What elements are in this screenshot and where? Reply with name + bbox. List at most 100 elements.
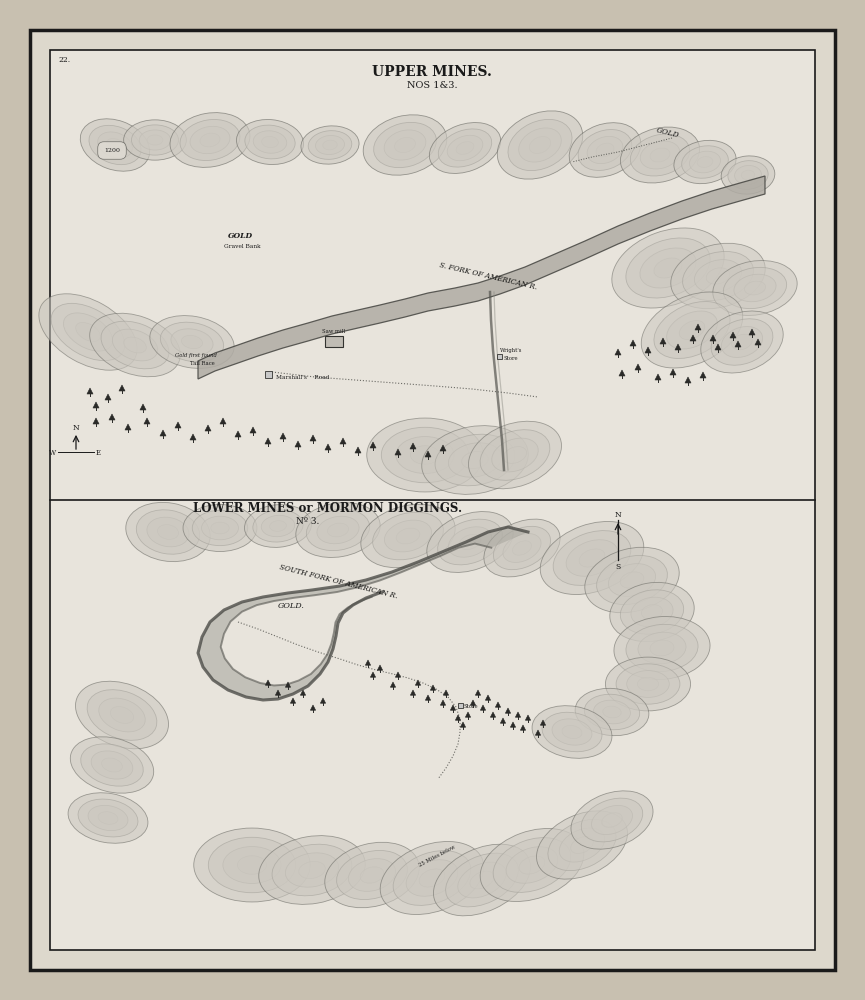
Text: GOLD.: GOLD. bbox=[278, 602, 304, 610]
Ellipse shape bbox=[614, 616, 710, 680]
Polygon shape bbox=[485, 695, 490, 700]
Polygon shape bbox=[105, 394, 111, 400]
Text: GOLD: GOLD bbox=[228, 232, 253, 240]
Ellipse shape bbox=[394, 137, 415, 153]
Ellipse shape bbox=[585, 547, 679, 613]
Polygon shape bbox=[440, 445, 446, 451]
Ellipse shape bbox=[493, 526, 551, 570]
Ellipse shape bbox=[650, 148, 670, 162]
Ellipse shape bbox=[349, 859, 395, 891]
Ellipse shape bbox=[620, 127, 700, 183]
Text: Store: Store bbox=[463, 704, 477, 709]
Text: Gravel Bank: Gravel Bank bbox=[224, 244, 260, 249]
Ellipse shape bbox=[137, 510, 200, 554]
Ellipse shape bbox=[654, 258, 682, 278]
Polygon shape bbox=[431, 685, 436, 690]
Ellipse shape bbox=[667, 311, 717, 349]
Polygon shape bbox=[710, 335, 716, 341]
Ellipse shape bbox=[470, 871, 494, 889]
Polygon shape bbox=[87, 388, 93, 394]
Ellipse shape bbox=[575, 688, 649, 736]
Ellipse shape bbox=[723, 267, 786, 309]
Ellipse shape bbox=[124, 337, 146, 353]
Ellipse shape bbox=[180, 119, 240, 161]
Ellipse shape bbox=[448, 443, 502, 477]
Ellipse shape bbox=[566, 540, 618, 576]
Ellipse shape bbox=[578, 130, 631, 170]
Text: Marshall's    Road: Marshall's Road bbox=[276, 375, 330, 380]
Polygon shape bbox=[295, 441, 301, 447]
Text: LOWER MINES or MORMON DIGGINGS.: LOWER MINES or MORMON DIGGINGS. bbox=[194, 502, 463, 516]
Ellipse shape bbox=[360, 867, 384, 883]
Ellipse shape bbox=[76, 322, 100, 342]
Polygon shape bbox=[426, 695, 431, 700]
Polygon shape bbox=[220, 418, 226, 424]
Ellipse shape bbox=[78, 799, 138, 837]
Polygon shape bbox=[521, 725, 526, 730]
Ellipse shape bbox=[328, 523, 349, 537]
Ellipse shape bbox=[553, 531, 631, 585]
Ellipse shape bbox=[170, 113, 250, 167]
Ellipse shape bbox=[508, 119, 572, 171]
Ellipse shape bbox=[638, 632, 686, 664]
Polygon shape bbox=[265, 438, 271, 444]
Text: GOLD: GOLD bbox=[655, 127, 680, 140]
Ellipse shape bbox=[316, 135, 344, 155]
Polygon shape bbox=[395, 672, 400, 677]
Polygon shape bbox=[510, 722, 516, 727]
Text: W: W bbox=[49, 449, 56, 457]
Polygon shape bbox=[476, 690, 481, 695]
Polygon shape bbox=[685, 377, 691, 383]
Ellipse shape bbox=[75, 681, 169, 749]
Ellipse shape bbox=[435, 434, 515, 486]
Polygon shape bbox=[119, 385, 125, 391]
Ellipse shape bbox=[503, 447, 527, 463]
Ellipse shape bbox=[602, 813, 622, 827]
Ellipse shape bbox=[182, 335, 202, 349]
Polygon shape bbox=[465, 712, 471, 717]
Ellipse shape bbox=[631, 597, 673, 627]
Ellipse shape bbox=[301, 126, 359, 164]
Ellipse shape bbox=[542, 712, 602, 752]
Ellipse shape bbox=[433, 844, 530, 916]
Polygon shape bbox=[144, 418, 150, 424]
Polygon shape bbox=[619, 370, 625, 376]
Ellipse shape bbox=[285, 853, 338, 887]
Ellipse shape bbox=[627, 671, 670, 697]
Ellipse shape bbox=[484, 519, 561, 577]
Ellipse shape bbox=[51, 303, 125, 361]
Text: 1200: 1200 bbox=[104, 148, 120, 153]
Polygon shape bbox=[280, 433, 286, 439]
Ellipse shape bbox=[112, 329, 157, 361]
Ellipse shape bbox=[39, 294, 138, 370]
Text: UPPER MINES.: UPPER MINES. bbox=[372, 65, 492, 79]
Ellipse shape bbox=[106, 138, 124, 152]
Ellipse shape bbox=[70, 737, 154, 793]
Ellipse shape bbox=[324, 842, 420, 908]
Polygon shape bbox=[730, 332, 736, 338]
Polygon shape bbox=[235, 431, 241, 437]
Polygon shape bbox=[715, 344, 721, 350]
Ellipse shape bbox=[308, 131, 352, 159]
Ellipse shape bbox=[194, 828, 311, 902]
Ellipse shape bbox=[459, 534, 481, 550]
Ellipse shape bbox=[732, 334, 753, 350]
Ellipse shape bbox=[361, 504, 455, 568]
Ellipse shape bbox=[363, 115, 447, 175]
Ellipse shape bbox=[638, 677, 658, 691]
Ellipse shape bbox=[422, 426, 529, 494]
Ellipse shape bbox=[679, 321, 705, 339]
Ellipse shape bbox=[89, 125, 141, 165]
Ellipse shape bbox=[689, 151, 721, 173]
Ellipse shape bbox=[396, 437, 454, 473]
Ellipse shape bbox=[208, 837, 296, 893]
Ellipse shape bbox=[381, 841, 484, 915]
Text: E: E bbox=[96, 449, 101, 457]
Polygon shape bbox=[370, 672, 375, 677]
Ellipse shape bbox=[695, 260, 741, 292]
Polygon shape bbox=[735, 341, 741, 347]
Ellipse shape bbox=[80, 119, 150, 171]
Ellipse shape bbox=[261, 515, 295, 537]
Ellipse shape bbox=[480, 430, 550, 480]
Polygon shape bbox=[535, 730, 541, 735]
